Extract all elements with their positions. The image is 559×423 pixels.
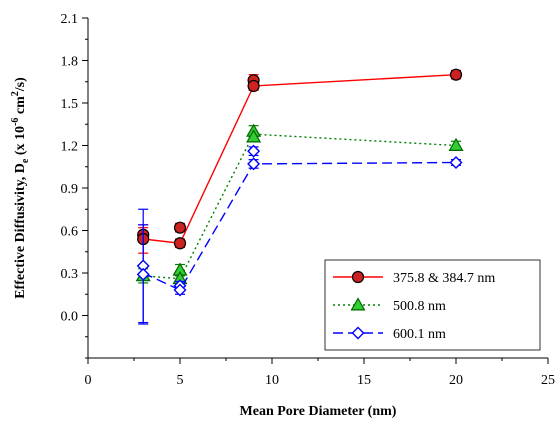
data-point	[247, 144, 261, 158]
x-tick-label: 25	[541, 373, 555, 388]
data-point	[449, 68, 463, 81]
y-axis-title-sub: e	[20, 158, 31, 163]
y-tick-label: 0.0	[61, 310, 79, 325]
y-axis-title-sup1: -6	[10, 118, 21, 126]
legend-label: 500.8 nm	[393, 299, 446, 314]
y-tick-label: 2.1	[61, 12, 79, 27]
legend-label: 375.8 & 384.7 nm	[393, 271, 495, 286]
data-point	[173, 237, 187, 250]
y-axis-title-mid1: (x 10	[13, 126, 28, 159]
y-tick-label: 0.6	[61, 225, 79, 240]
y-tick-label: 0.9	[61, 182, 79, 197]
series-2	[135, 123, 464, 285]
y-tick-label: 1.5	[61, 97, 79, 112]
series-line	[142, 161, 457, 291]
y-tick-label: 1.8	[61, 55, 79, 70]
x-tick-label: 0	[85, 373, 92, 388]
y-axis-title-mid2: cm	[13, 96, 28, 118]
y-tick-label: 1.2	[61, 140, 79, 155]
legend-label: 600.1 nm	[393, 327, 446, 342]
data-point	[136, 267, 150, 281]
legend: 375.8 & 384.7 nm 500.8 nm 600.1 nm	[324, 259, 541, 351]
x-axis-title: Mean Pore Diameter (nm)	[240, 404, 397, 419]
data-point	[247, 157, 261, 171]
legend-marker	[351, 270, 365, 284]
legend-marker	[350, 297, 366, 311]
y-axis-title-end: /s)	[13, 77, 28, 92]
data-point	[449, 156, 463, 169]
series-line	[143, 73, 457, 245]
x-tick-label: 15	[357, 373, 371, 388]
data-point	[173, 221, 187, 234]
data-point	[247, 79, 260, 93]
legend-marker	[351, 326, 365, 340]
data-point	[246, 129, 262, 143]
y-axis-title: Effective Diffusivity, De (x 10-6 cm2/s)	[10, 77, 31, 299]
data-point	[173, 283, 187, 297]
data-point	[448, 137, 464, 151]
y-axis-title-sup2: 2	[10, 91, 21, 96]
series-3	[136, 144, 463, 325]
series-line	[143, 133, 457, 280]
y-tick-label: 0.3	[61, 267, 79, 282]
y-axis-title-main: Effective Diffusivity, D	[13, 163, 28, 299]
x-tick-label: 20	[449, 373, 463, 388]
y-ticks: 0.0 0.3 0.6 0.9 1.2 1.5 1.8 2.1	[61, 12, 88, 359]
series-1	[137, 68, 463, 254]
x-ticks: 0 5 10 15 20 25	[85, 358, 555, 388]
series-layer	[135, 68, 464, 325]
x-tick-label: 5	[177, 373, 184, 388]
x-tick-label: 10	[265, 373, 279, 388]
